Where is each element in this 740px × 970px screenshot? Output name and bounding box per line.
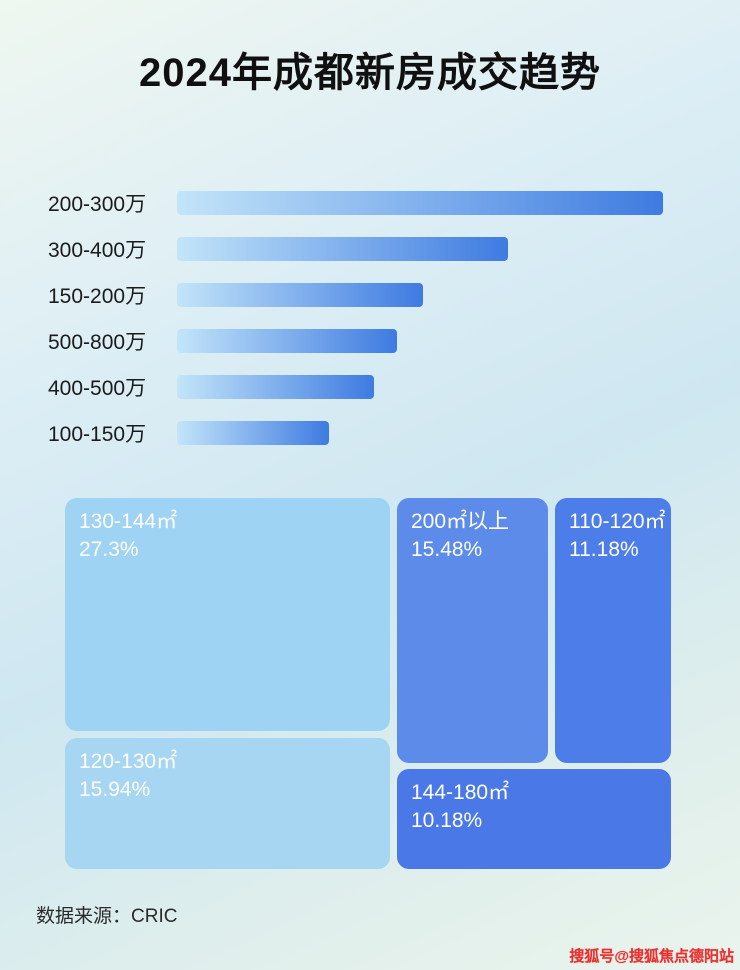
bar-category-label: 200-300万 <box>48 192 147 216</box>
bar-row: 100-150万 <box>48 420 740 446</box>
bar <box>177 374 375 399</box>
treemap-block-label: 120-130㎡ <box>79 750 178 773</box>
treemap-block: 200㎡以上 15.48% <box>397 498 548 763</box>
price-range-bar-chart: 200-300万 300-400万 150-200万 500-800万 400-… <box>0 190 740 446</box>
bar-track <box>177 282 663 307</box>
bar-row: 200-300万 <box>48 190 740 216</box>
bar <box>177 328 398 353</box>
bar-track <box>177 236 663 261</box>
bar-track <box>177 328 663 353</box>
bar-track <box>177 420 663 445</box>
bar-category-label: 400-500万 <box>48 376 147 400</box>
bar-row: 300-400万 <box>48 236 740 262</box>
bar <box>177 282 423 307</box>
treemap-block-value: 15.48% <box>411 538 483 562</box>
bar-row: 400-500万 <box>48 374 740 400</box>
treemap-block: 144-180㎡ 10.18% <box>397 769 671 869</box>
bar-row: 500-800万 <box>48 328 740 354</box>
treemap-block-value: 27.3% <box>79 538 139 562</box>
treemap-block-label: 110-120㎡ <box>569 510 666 533</box>
treemap-block-value: 10.18% <box>411 809 483 833</box>
treemap-block: 110-120㎡ 11.18% <box>555 498 671 763</box>
treemap-block-label: 200㎡以上 <box>411 510 510 533</box>
bar-category-label: 500-800万 <box>48 330 147 354</box>
treemap-block: 130-144㎡ 27.3% <box>65 498 390 731</box>
treemap-block: 120-130㎡ 15.94% <box>65 738 390 869</box>
bar-track <box>177 374 663 399</box>
watermark-text: 搜狐号@搜狐焦点德阳站 <box>569 948 734 965</box>
bar <box>177 236 508 261</box>
page-title: 2024年成都新房成交趋势 <box>139 51 601 95</box>
treemap-block-label: 144-180㎡ <box>411 781 510 804</box>
treemap-block-label: 130-144㎡ <box>79 510 178 533</box>
data-source-label: 数据来源：CRIC <box>36 906 178 927</box>
bar-row: 150-200万 <box>48 282 740 308</box>
bar-category-label: 300-400万 <box>48 238 147 262</box>
bar <box>177 190 663 215</box>
treemap-block-value: 15.94% <box>79 778 151 802</box>
treemap-block-value: 11.18% <box>569 538 639 562</box>
bar-category-label: 150-200万 <box>48 284 147 308</box>
bar-category-label: 100-150万 <box>48 422 147 446</box>
area-share-treemap: 130-144㎡ 27.3% 200㎡以上 15.48% 110-120㎡ 11… <box>65 498 671 869</box>
bar-track <box>177 190 663 215</box>
bar <box>177 420 330 445</box>
